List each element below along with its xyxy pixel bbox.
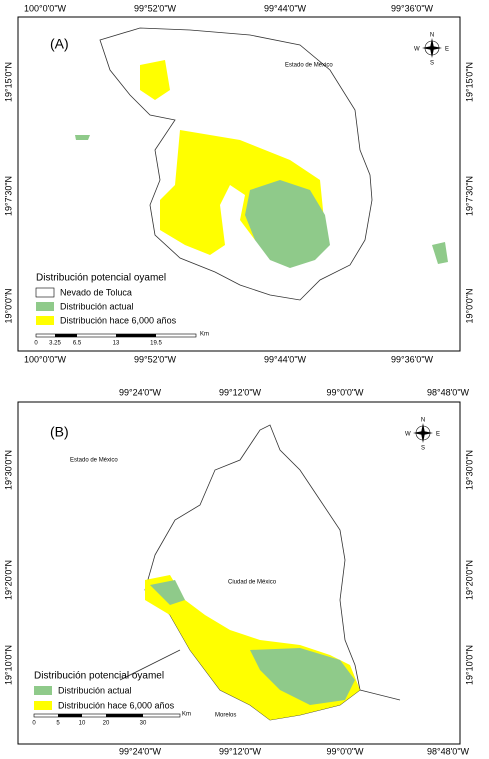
legend-title: Distribución potencial oyamel [34, 671, 164, 682]
legend-swatch [35, 287, 55, 298]
lat-label: 19°10'0"N [464, 645, 474, 685]
compass-label: W [414, 47, 420, 53]
scale-unit: Km [200, 332, 209, 338]
legend-title: Distribución potencial oyamel [36, 273, 166, 284]
compass-label: S [421, 446, 425, 452]
lon-label: 99°52'0"W [134, 354, 177, 364]
lon-label: 99°36'0"W [391, 3, 434, 13]
scale-bar [116, 334, 156, 337]
scale-bar [106, 714, 143, 717]
lon-label: 99°24'0"W [119, 746, 162, 756]
lon-label: 98°48'0"W [427, 746, 470, 756]
boundary [119, 649, 401, 701]
lon-label: 99°0'0"W [326, 746, 364, 756]
scale-label: 0 [34, 341, 38, 347]
region-label: Estado de México [70, 458, 118, 464]
lon-label: 98°48'0"W [427, 387, 470, 397]
scale-bar [55, 334, 77, 337]
lat-label: 19°15'0"N [3, 62, 13, 102]
lat-label: 19°30'0"N [464, 450, 474, 490]
lat-label: 19°20'0"N [3, 560, 13, 600]
scale-label: 6.5 [73, 341, 82, 347]
scale-label: 0 [32, 721, 36, 727]
scale-label: 20 [103, 721, 110, 727]
legend-swatch [34, 686, 52, 695]
lon-label: 100°0'0"W [24, 3, 67, 13]
area-past [140, 60, 170, 100]
lon-label: 99°24'0"W [119, 387, 162, 397]
legend-item: Nevado de Toluca [60, 287, 132, 297]
legend-item: Distribución hace 6,000 años [60, 315, 177, 325]
compass [413, 423, 433, 443]
lon-label: 99°0'0"W [326, 387, 364, 397]
lat-label: 19°7'30"N [464, 176, 474, 216]
panel-label: (B) [50, 424, 69, 440]
area-current [75, 135, 90, 140]
lon-label: 99°44'0"W [264, 3, 307, 13]
lon-label: 99°36'0"W [391, 354, 434, 364]
lon-label: 99°12'0"W [219, 746, 262, 756]
legend-swatch [36, 302, 54, 311]
compass [422, 38, 442, 58]
scale-bar [58, 714, 82, 717]
scale-label: 10 [79, 721, 86, 727]
area-current [432, 242, 448, 264]
scale-unit: Km [182, 712, 191, 718]
compass-label: E [436, 432, 440, 438]
scale-label: 19.5 [150, 341, 162, 347]
lat-label: 19°7'30"N [3, 176, 13, 216]
panel-label: (A) [50, 36, 69, 52]
lon-label: 99°52'0"W [134, 3, 177, 13]
scale-label: 13 [113, 341, 120, 347]
scale-label: 30 [140, 721, 147, 727]
legend-swatch [34, 701, 52, 710]
lon-label: 99°12'0"W [219, 387, 262, 397]
area-current [245, 180, 330, 268]
lat-label: 19°0'0"N [3, 288, 13, 323]
lat-label: 19°10'0"N [3, 645, 13, 685]
legend-item: Distribución hace 6,000 años [58, 700, 175, 710]
legend-item: Distribución actual [60, 301, 134, 311]
region-label: Estado de México [285, 63, 333, 69]
lon-label: 99°44'0"W [264, 354, 307, 364]
scale-label: 5 [56, 721, 60, 727]
scale-label: 3.25 [49, 341, 61, 347]
region-label: Ciudad de México [228, 580, 277, 586]
lon-label: 100°0'0"W [24, 354, 67, 364]
region-label: Morelos [215, 713, 236, 719]
compass-label: N [421, 418, 425, 424]
legend-swatch [36, 316, 54, 325]
legend-item: Distribución actual [58, 685, 132, 695]
compass-label: W [405, 432, 411, 438]
lat-label: 19°30'0"N [3, 450, 13, 490]
compass-label: N [430, 33, 434, 39]
lat-label: 19°0'0"N [464, 288, 474, 323]
area-current [150, 580, 355, 705]
lat-label: 19°20'0"N [464, 560, 474, 600]
lat-label: 19°15'0"N [464, 62, 474, 102]
compass-label: S [430, 61, 434, 67]
compass-label: E [445, 47, 449, 53]
